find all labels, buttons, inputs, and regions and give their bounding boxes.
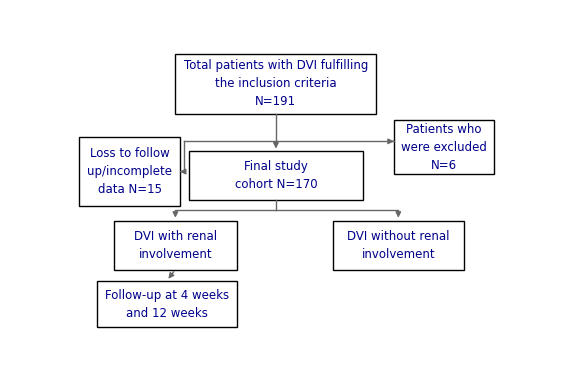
Text: Final study
cohort N=170: Final study cohort N=170 — [235, 160, 317, 191]
FancyBboxPatch shape — [175, 53, 377, 114]
Text: DVI without renal
involvement: DVI without renal involvement — [347, 230, 450, 261]
FancyBboxPatch shape — [97, 281, 237, 327]
Text: Total patients with DVI fulfilling
the inclusion criteria
N=191: Total patients with DVI fulfilling the i… — [184, 59, 368, 108]
FancyBboxPatch shape — [333, 221, 464, 270]
Text: DVI with renal
involvement: DVI with renal involvement — [134, 230, 217, 261]
FancyBboxPatch shape — [394, 120, 495, 174]
Text: Follow-up at 4 weeks
and 12 weeks: Follow-up at 4 weeks and 12 weeks — [104, 289, 229, 319]
FancyBboxPatch shape — [79, 137, 180, 206]
FancyBboxPatch shape — [188, 151, 363, 200]
FancyBboxPatch shape — [114, 221, 237, 270]
Text: Loss to follow
up/incomplete
data N=15: Loss to follow up/incomplete data N=15 — [87, 147, 172, 196]
Text: Patients who
were excluded
N=6: Patients who were excluded N=6 — [401, 123, 487, 172]
